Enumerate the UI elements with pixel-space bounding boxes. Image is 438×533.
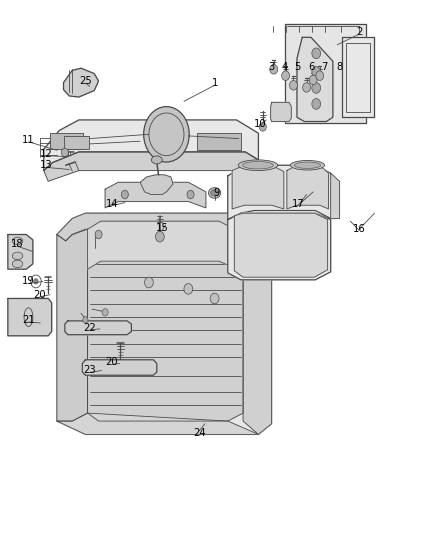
- Bar: [50, 133, 83, 149]
- Polygon shape: [8, 298, 52, 336]
- Circle shape: [312, 67, 321, 77]
- Polygon shape: [287, 165, 328, 209]
- Circle shape: [316, 71, 324, 80]
- Text: 20: 20: [33, 290, 46, 300]
- Text: 4: 4: [282, 62, 288, 71]
- Circle shape: [184, 284, 193, 294]
- Circle shape: [121, 190, 128, 199]
- Polygon shape: [228, 213, 331, 280]
- Circle shape: [312, 83, 321, 93]
- Text: 15: 15: [155, 223, 169, 233]
- Circle shape: [309, 75, 317, 85]
- Ellipse shape: [152, 156, 162, 164]
- Circle shape: [102, 309, 108, 316]
- Text: 3: 3: [268, 62, 275, 71]
- Polygon shape: [140, 175, 173, 195]
- Text: 13: 13: [40, 160, 52, 170]
- Circle shape: [290, 80, 297, 90]
- Polygon shape: [88, 221, 243, 421]
- Ellipse shape: [12, 260, 23, 268]
- Text: 2: 2: [356, 27, 362, 37]
- Text: 12: 12: [39, 149, 53, 158]
- Text: 20: 20: [106, 358, 118, 367]
- Polygon shape: [88, 221, 243, 272]
- Bar: [197, 133, 241, 150]
- Text: 8: 8: [336, 62, 343, 71]
- Ellipse shape: [238, 160, 278, 171]
- Text: 7: 7: [321, 62, 327, 71]
- Polygon shape: [243, 227, 272, 434]
- Text: 6: 6: [308, 62, 314, 71]
- Ellipse shape: [12, 237, 23, 245]
- Ellipse shape: [294, 162, 321, 168]
- Polygon shape: [228, 165, 331, 220]
- Ellipse shape: [12, 252, 23, 260]
- Text: 23: 23: [84, 366, 96, 375]
- Text: 14: 14: [106, 199, 118, 208]
- Polygon shape: [57, 413, 258, 434]
- Polygon shape: [57, 229, 88, 421]
- Text: 21: 21: [22, 315, 35, 325]
- Circle shape: [312, 48, 321, 59]
- Circle shape: [259, 123, 266, 131]
- Text: 24: 24: [193, 428, 205, 438]
- Text: 17: 17: [291, 199, 304, 208]
- Circle shape: [34, 279, 38, 284]
- Circle shape: [155, 231, 164, 242]
- Ellipse shape: [243, 161, 273, 169]
- Text: 1: 1: [212, 78, 218, 87]
- Polygon shape: [8, 235, 33, 269]
- Text: 25: 25: [79, 76, 92, 86]
- Text: 16: 16: [353, 224, 366, 234]
- Polygon shape: [64, 68, 99, 97]
- Polygon shape: [44, 120, 258, 171]
- Polygon shape: [342, 37, 374, 117]
- Text: 10: 10: [254, 119, 267, 128]
- Text: 11: 11: [22, 135, 35, 144]
- Ellipse shape: [290, 160, 325, 170]
- Polygon shape: [65, 321, 131, 335]
- Circle shape: [61, 148, 68, 157]
- Bar: [64, 136, 89, 149]
- Circle shape: [282, 71, 290, 80]
- Circle shape: [312, 99, 321, 109]
- Text: 18: 18: [11, 239, 24, 249]
- Text: 9: 9: [214, 189, 220, 198]
- Polygon shape: [105, 182, 206, 208]
- Circle shape: [270, 64, 278, 74]
- Circle shape: [145, 277, 153, 288]
- Polygon shape: [297, 37, 333, 122]
- Polygon shape: [285, 24, 366, 123]
- Polygon shape: [331, 173, 339, 219]
- Ellipse shape: [208, 188, 221, 198]
- Circle shape: [144, 107, 189, 162]
- Polygon shape: [234, 213, 328, 277]
- Circle shape: [303, 83, 311, 92]
- Circle shape: [210, 293, 219, 304]
- Bar: [346, 43, 370, 112]
- Polygon shape: [82, 360, 157, 375]
- Polygon shape: [232, 165, 284, 209]
- Polygon shape: [57, 213, 272, 241]
- Polygon shape: [44, 152, 258, 181]
- Circle shape: [95, 230, 102, 239]
- Polygon shape: [57, 213, 272, 434]
- Circle shape: [83, 317, 88, 323]
- Text: 22: 22: [83, 323, 96, 333]
- Text: 19: 19: [22, 277, 35, 286]
- Text: 5: 5: [295, 62, 301, 71]
- Ellipse shape: [211, 190, 219, 196]
- Polygon shape: [271, 102, 291, 122]
- Circle shape: [187, 190, 194, 199]
